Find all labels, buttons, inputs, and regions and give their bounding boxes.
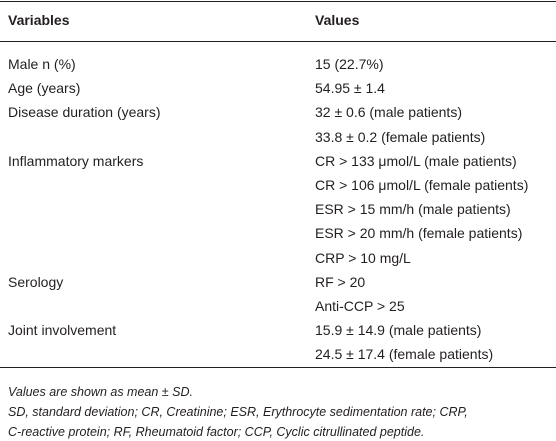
value-cell: 24.5 ± 17.4 (female patients) xyxy=(315,346,494,363)
variable-cell: Joint involvement xyxy=(8,322,117,339)
variable-cell: Age (years) xyxy=(8,80,81,97)
value-cell: 15.9 ± 14.9 (male patients) xyxy=(315,322,482,339)
variable-cell: Serology xyxy=(8,273,64,290)
value-cell: 33.8 ± 0.2 (female patients) xyxy=(315,128,486,145)
header-cell: Values xyxy=(315,12,360,28)
footnote: Values are shown as mean ± SD. xyxy=(8,384,193,399)
value-cell: CR > 106 μmol/L (female patients) xyxy=(315,177,529,193)
footnote: C-reactive protein; RF, Rheumatoid facto… xyxy=(8,424,425,439)
bottom-rule xyxy=(0,366,556,368)
header-cell: Variables xyxy=(8,12,70,28)
value-cell: CRP > 10 mg/L xyxy=(315,249,411,266)
variable-cell: Disease duration (years) xyxy=(8,104,161,121)
value-cell: ESR > 15 mm/h (male patients) xyxy=(315,201,511,218)
variable-cell: Male n (%) xyxy=(8,56,76,72)
top-rule xyxy=(0,1,556,2)
value-cell: CR > 133 μmol/L (male patients) xyxy=(315,152,517,169)
variable-cell: Inflammatory markers xyxy=(8,152,144,169)
value-cell: Anti-CCP > 25 xyxy=(315,298,405,314)
footnote: SD, standard deviation; CR, Creatinine; … xyxy=(8,404,468,419)
header-rule xyxy=(0,41,556,42)
value-cell: 54.95 ± 1.4 xyxy=(315,80,385,97)
value-cell: 15 (22.7%) xyxy=(315,56,384,72)
value-cell: 32 ± 0.6 (male patients) xyxy=(315,104,462,121)
value-cell: ESR > 20 mm/h (female patients) xyxy=(315,225,523,242)
value-cell: RF > 20 xyxy=(315,273,366,290)
